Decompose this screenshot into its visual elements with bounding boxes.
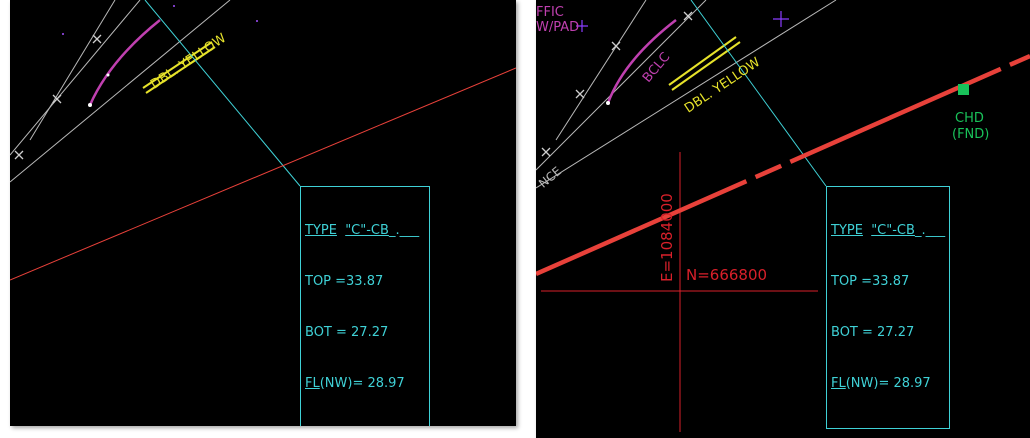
double-yellow-stripe [142,41,213,89]
chd-marker [958,84,969,95]
double-yellow-stripe [668,36,737,86]
note-flowline-line: FL(NW)= 28.97 [305,376,405,391]
property-line [10,67,516,281]
note-leader-line [144,0,301,187]
note-top-line: TOP =33.87 [831,274,910,289]
point-dot [173,5,175,7]
chd-label: CHD [955,111,984,126]
note-type-line: TYPE "C"-CB_.___ [305,223,420,238]
right-drawing-canvas [536,0,1030,432]
chd-status-label: (FND) [952,127,990,142]
note-flowline-line: FL(NW)= 28.97 [831,376,931,391]
alignment-line [536,0,707,171]
curve-point [106,73,110,77]
curve-endpoint [88,103,92,107]
curb-curve [88,19,161,106]
double-yellow-stripe [145,46,216,94]
property-line [536,53,1030,277]
note-bottom-line: BOT = 27.27 [305,325,389,340]
alignment-line [10,0,141,156]
alignment-line [536,0,837,189]
note-type-line: TYPE "C"-CB_.___ [831,223,946,238]
corner-text-top: FFIC [536,5,564,20]
purple-cross-marker [576,20,588,32]
curve-endpoint [606,101,610,105]
survey-x-markers [14,34,102,160]
survey-x-markers [541,11,693,157]
corner-text-second: W/PAD [536,20,580,35]
purple-cross-marker [773,11,789,27]
alignment-line [10,0,231,183]
note-top-line: TOP =33.87 [305,274,384,289]
left-drawing-canvas [10,0,516,281]
curb-curve [606,19,677,104]
point-dot [256,20,258,22]
alignment-line [29,0,116,141]
catch-basin-note[interactable]: TYPE "C"-CB_.___ TOP =33.87 BOT = 27.27 … [300,186,430,426]
northing-label: N=666800 [686,266,768,284]
note-bottom-line: BOT = 27.27 [831,325,915,340]
point-dot [62,33,64,35]
alignment-line [555,0,647,141]
double-yellow-stripe [671,41,741,91]
catch-basin-note[interactable]: TYPE "C"-CB_.___ TOP =33.87 BOT = 27.27 … [826,186,950,429]
left-cad-view[interactable]: DBL. YELLOW TYPE "C"-CB_.___ TOP =33.87 … [10,0,516,426]
easting-label: E=1084000 [658,193,676,282]
right-cad-view[interactable]: FFIC W/PAD NCE BCLC DBL. YELLOW CHD (FND… [536,0,1030,438]
